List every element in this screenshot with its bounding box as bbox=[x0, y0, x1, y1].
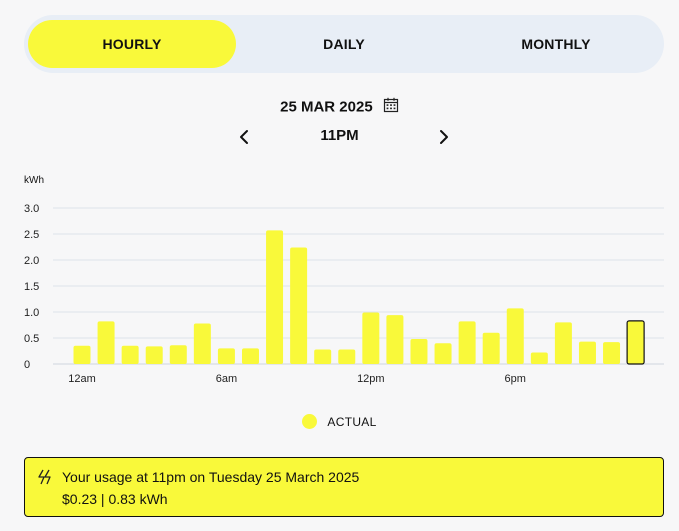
usage-bar bbox=[290, 247, 308, 364]
usage-bar bbox=[97, 321, 115, 364]
usage-bar bbox=[434, 343, 452, 364]
usage-bar-selected bbox=[626, 320, 645, 365]
chart-legend: ACTUAL bbox=[0, 414, 679, 430]
usage-bar bbox=[482, 332, 500, 364]
y-tick-label: 1.5 bbox=[24, 281, 39, 293]
x-tick-label: 6pm bbox=[505, 373, 526, 385]
previous-hour-button[interactable] bbox=[234, 126, 254, 148]
x-tick-label: 12pm bbox=[357, 373, 385, 385]
y-axis-label: kWh bbox=[24, 175, 44, 186]
usage-bar bbox=[145, 346, 163, 364]
usage-bar bbox=[506, 308, 524, 364]
usage-bar bbox=[241, 348, 259, 364]
usage-bar bbox=[578, 341, 596, 364]
y-tick-label: 3.0 bbox=[24, 203, 39, 215]
legend-label: ACTUAL bbox=[327, 414, 377, 429]
usage-bar bbox=[314, 349, 332, 364]
period-tabs: HOURLY DAILY MONTHLY bbox=[24, 15, 664, 73]
y-tick-label: 2.5 bbox=[24, 229, 39, 241]
calendar-icon[interactable] bbox=[383, 97, 399, 117]
usage-bar bbox=[121, 345, 139, 364]
usage-summary: Your usage at 11pm on Tuesday 25 March 2… bbox=[24, 457, 664, 517]
date-selector: 25 MAR 2025 bbox=[0, 97, 679, 117]
x-tick-label: 12am bbox=[68, 373, 96, 385]
usage-bar bbox=[410, 339, 428, 364]
x-tick-label: 6am bbox=[216, 373, 237, 385]
usage-bar bbox=[266, 230, 284, 364]
usage-bar bbox=[458, 321, 476, 364]
usage-description: Your usage at 11pm on Tuesday 25 March 2… bbox=[62, 469, 360, 485]
y-tick-label: 2.0 bbox=[24, 255, 39, 267]
chevron-left-icon bbox=[240, 130, 248, 144]
tab-hourly[interactable]: HOURLY bbox=[28, 20, 236, 68]
usage-bar bbox=[193, 323, 211, 364]
hourly-usage-chart: kWh 3.0 2.5 2.0 1.5 1.0 0.5 0 12am 6am 12pm 6pm bbox=[24, 175, 664, 385]
usage-bar bbox=[338, 349, 356, 364]
usage-cost: $0.23 | 0.83 kWh bbox=[62, 491, 168, 507]
next-hour-button[interactable] bbox=[434, 126, 454, 148]
usage-bar bbox=[217, 348, 235, 364]
tab-monthly[interactable]: MONTHLY bbox=[521, 36, 591, 52]
usage-bar bbox=[169, 345, 187, 364]
usage-bar bbox=[362, 312, 380, 364]
usage-bar bbox=[386, 315, 404, 364]
y-tick-label: 1.0 bbox=[24, 307, 39, 319]
y-tick-label: 0.5 bbox=[24, 333, 39, 345]
selected-date: 25 MAR 2025 bbox=[280, 98, 373, 116]
usage-bar bbox=[73, 345, 91, 364]
tab-daily[interactable]: DAILY bbox=[323, 36, 365, 52]
usage-bar bbox=[603, 342, 621, 364]
y-tick-label: 0 bbox=[24, 359, 30, 371]
lightning-icon bbox=[36, 468, 54, 491]
selected-time: 11PM bbox=[320, 127, 359, 144]
legend-swatch bbox=[302, 414, 318, 430]
usage-bar bbox=[554, 322, 572, 364]
chevron-right-icon bbox=[440, 130, 448, 144]
usage-bar bbox=[530, 352, 548, 364]
